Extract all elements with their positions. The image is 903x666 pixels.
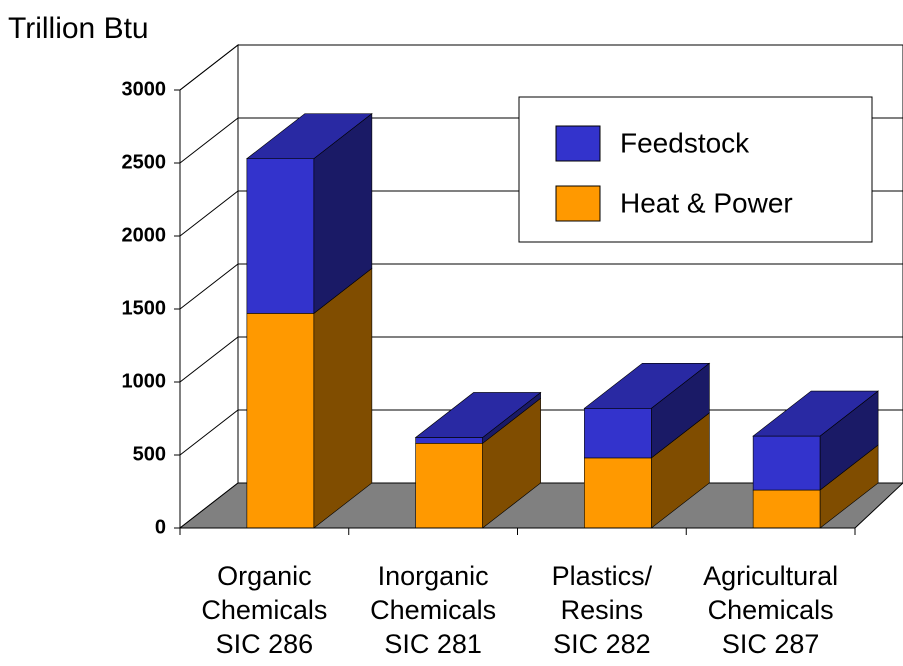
bar-front: [584, 407, 652, 459]
bar-top: [752, 390, 880, 437]
bar-top: [583, 362, 711, 409]
grid-line: [179, 44, 903, 91]
x-tick-label: Inorganic: [378, 561, 489, 591]
bar-front: [752, 489, 821, 529]
legend-label: Feedstock: [620, 127, 750, 158]
x-tick-label: SIC 286: [216, 629, 314, 659]
grid-line: [179, 336, 903, 383]
x-tick-label: Plastics/: [552, 561, 653, 591]
y-tick-label: 2000: [122, 224, 167, 246]
x-tick-label: Agricultural: [703, 561, 838, 591]
legend-swatch: [555, 125, 601, 162]
y-axis-label: Trillion Btu: [8, 12, 149, 45]
legend-swatch: [555, 185, 601, 222]
y-tick-label: 1500: [122, 297, 167, 319]
bar-side: [313, 267, 373, 529]
x-tick-label: SIC 281: [384, 629, 482, 659]
bar-front: [246, 313, 315, 529]
bar-top: [414, 392, 542, 438]
bar-front: [415, 443, 483, 529]
x-tick-label: Resins: [561, 595, 644, 625]
bar-front: [415, 437, 483, 444]
labels: 0 500 1000 1500 2000 2500 3000 Organic Chemicals…: [122, 78, 856, 659]
legend-label: Heat & Power: [620, 187, 793, 218]
bar-front: [584, 457, 652, 529]
x-tick-label: Organic: [217, 561, 312, 591]
x-tick-label: SIC 282: [553, 629, 651, 659]
legend: Feedstock Heat & Power: [518, 96, 873, 243]
y-tick-label: 1000: [122, 370, 167, 392]
x-tick-label: Chemicals: [708, 595, 834, 625]
bar-top: [245, 113, 373, 159]
y-tick-label: 2500: [122, 151, 167, 173]
bar-front: [246, 158, 315, 314]
x-tick-label: Chemicals: [201, 595, 327, 625]
y-tick-label: 500: [133, 443, 166, 465]
grid-line: [179, 263, 903, 310]
x-tick-label: Chemicals: [370, 595, 496, 625]
bar-front: [752, 435, 821, 491]
x-tick-label: SIC 287: [722, 629, 820, 659]
y-tick-label: 0: [155, 516, 166, 538]
y-tick-label: 3000: [122, 78, 167, 100]
bars: [245, 113, 880, 529]
